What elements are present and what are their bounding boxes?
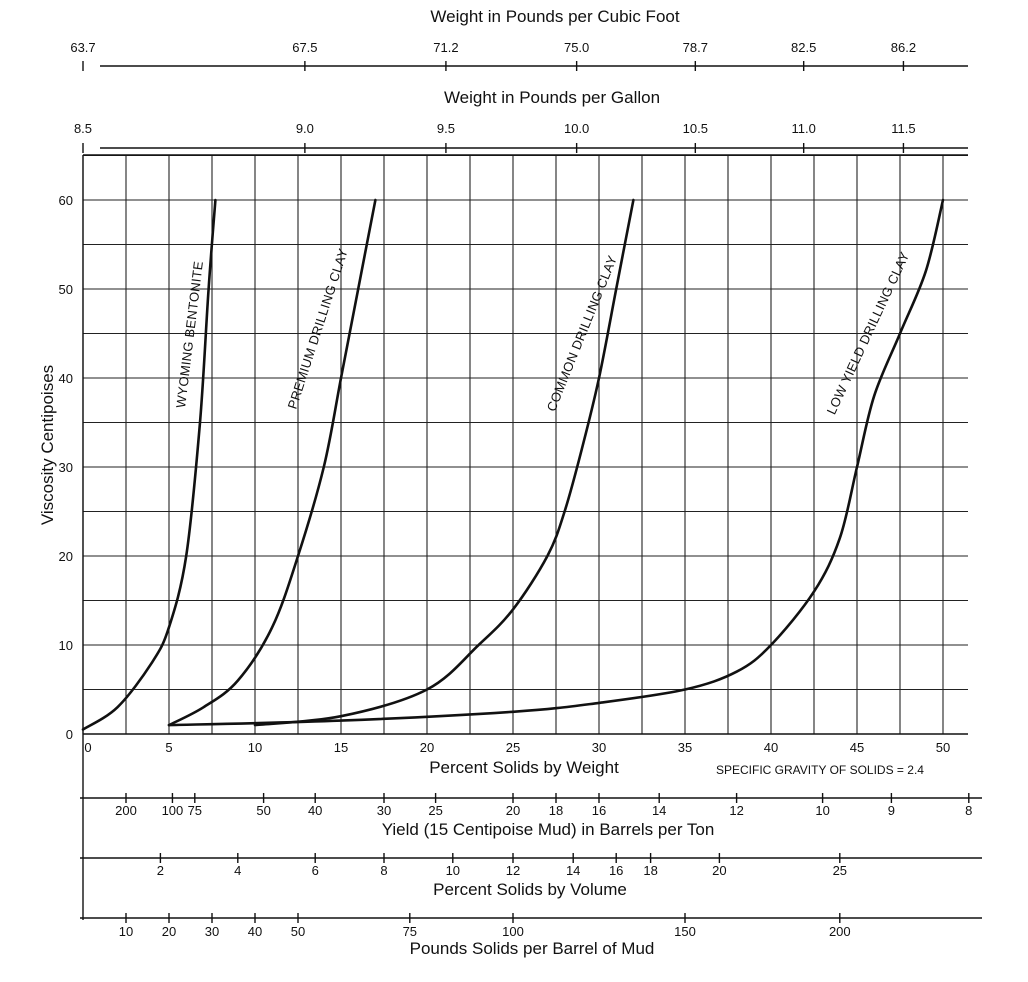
scale-pounds-per-barrel-tick-label: 150 — [674, 924, 696, 939]
scale-gallon-tick-label: 9.5 — [437, 121, 455, 136]
scale-cubic-foot-tick-label: 78.7 — [683, 40, 708, 55]
y-tick-label: 40 — [59, 371, 73, 386]
scale-yield-tick-label: 16 — [592, 803, 606, 818]
x-tick-label: 10 — [248, 740, 262, 755]
x-tick-label: 20 — [420, 740, 434, 755]
scale-cubic-foot-tick-label: 71.2 — [433, 40, 458, 55]
scale-cubic-foot-tick-label: 75.0 — [564, 40, 589, 55]
scale-yield-tick-label: 200 — [115, 803, 137, 818]
axis-title-solids-volume: Percent Solids by Volume — [433, 880, 627, 899]
scale-solids-volume-tick-label: 10 — [446, 863, 460, 878]
scale-pounds-per-barrel-tick-label: 30 — [205, 924, 219, 939]
y-tick-label: 10 — [59, 638, 73, 653]
axis-title-cubic-foot: Weight in Pounds per Cubic Foot — [430, 7, 679, 26]
specific-gravity-note: SPECIFIC GRAVITY OF SOLIDS = 2.4 — [716, 763, 924, 777]
curve-premium-drilling-clay — [167, 198, 377, 727]
scale-pounds-per-barrel-tick-label: 10 — [119, 924, 133, 939]
scale-solids-volume-tick-label: 16 — [609, 863, 623, 878]
scale-gallon-tick-label: 10.0 — [564, 121, 589, 136]
scale-pounds-per-barrel-tick-label: 100 — [502, 924, 524, 939]
scale-pounds-per-barrel-tick-label: 75 — [403, 924, 417, 939]
y-tick-label: 20 — [59, 549, 73, 564]
scale-yield-tick-label: 9 — [888, 803, 895, 818]
y-tick-label: 0 — [66, 727, 73, 742]
y-tick-label: 30 — [59, 460, 73, 475]
y-axis-title: Viscosity Centipoises — [38, 365, 57, 525]
scale-solids-volume-tick-label: 14 — [566, 863, 580, 878]
scale-cubic-foot-tick-label: 86.2 — [891, 40, 916, 55]
x-tick-label: 0 — [84, 740, 91, 755]
axis-title-gallon: Weight in Pounds per Gallon — [444, 88, 660, 107]
axis-title-yield: Yield (15 Centipoise Mud) in Barrels per… — [382, 820, 715, 839]
grid-layer: 0 10 20 30 40 50 60 0 5 10 15 20 25 30 35 40 45 50 — [59, 154, 968, 920]
scale-yield-tick-label: 18 — [549, 803, 563, 818]
curve-layer — [81, 198, 945, 731]
scale-yield-tick-label: 100 — [162, 803, 184, 818]
scale-cubic-foot-tick-label: 67.5 — [292, 40, 317, 55]
curve-wyoming-bentonite — [81, 198, 217, 731]
scale-pounds-per-barrel-tick-label: 40 — [248, 924, 262, 939]
scale-yield-tick-label: 30 — [377, 803, 391, 818]
label-wyoming-bentonite: WYOMING BENTONITE — [173, 260, 206, 409]
scale-pounds-per-barrel-tick-label: 50 — [291, 924, 305, 939]
scale-gallon-tick-label: 11.5 — [891, 121, 915, 136]
scale-yield-tick-label: 75 — [188, 803, 202, 818]
x-tick-label: 15 — [334, 740, 348, 755]
axis-title-pounds-per-barrel: Pounds Solids per Barrel of Mud — [410, 939, 655, 958]
scale-pounds-per-barrel-tick-label: 200 — [829, 924, 851, 939]
bottom-axes-layer: 200 100 75 50 40 30 25 20 18 16 14 12 10 9 8 2 4 6 8 10 12 14… — [80, 793, 982, 939]
x-tick-label: 45 — [850, 740, 864, 755]
scale-solids-volume-tick-label: 4 — [234, 863, 241, 878]
scale-yield-tick-label: 50 — [256, 803, 270, 818]
scale-yield-tick-label: 25 — [428, 803, 442, 818]
y-tick-label: 50 — [59, 282, 73, 297]
scale-yield-tick-label: 8 — [965, 803, 972, 818]
x-tick-label: 25 — [506, 740, 520, 755]
scale-gallon-tick-label: 8.5 — [74, 121, 92, 136]
curve-low-yield-drilling-clay — [167, 198, 945, 727]
scale-gallon-tick-label: 11.0 — [792, 121, 816, 136]
scale-solids-volume-tick-label: 8 — [380, 863, 387, 878]
scale-solids-volume-tick-label: 6 — [312, 863, 319, 878]
scale-yield-tick-label: 14 — [652, 803, 666, 818]
curve-label-layer: WYOMING BENTONITE PREMIUM DRILLING CLAY CO… — [173, 246, 912, 416]
x-tick-label: 40 — [764, 740, 778, 755]
x-axis-title: Percent Solids by Weight — [429, 758, 619, 777]
x-tick-label: 50 — [936, 740, 950, 755]
scale-yield-tick-label: 40 — [308, 803, 322, 818]
y-tick-label: 60 — [59, 193, 73, 208]
scale-gallon-tick-label: 9.0 — [296, 121, 314, 136]
scale-cubic-foot-tick-label: 82.5 — [791, 40, 816, 55]
scale-solids-volume-tick-label: 2 — [157, 863, 164, 878]
scale-yield-tick-label: 12 — [729, 803, 743, 818]
x-tick-label: 5 — [165, 740, 172, 755]
scale-yield-tick-label: 10 — [815, 803, 829, 818]
scale-solids-volume-tick-label: 20 — [712, 863, 726, 878]
scale-gallon-tick-label: 10.5 — [683, 121, 708, 136]
scale-cubic-foot-tick-label: 63.7 — [70, 40, 95, 55]
curve-common-drilling-clay — [253, 198, 635, 727]
scale-solids-volume-tick-label: 12 — [506, 863, 520, 878]
scale-yield-tick-label: 20 — [506, 803, 520, 818]
scale-solids-volume-tick-label: 25 — [833, 863, 847, 878]
scale-pounds-per-barrel-tick-label: 20 — [162, 924, 176, 939]
x-tick-label: 30 — [592, 740, 606, 755]
scale-solids-volume-tick-label: 18 — [643, 863, 657, 878]
x-tick-label: 35 — [678, 740, 692, 755]
top-axes-layer: 63.7 67.5 71.2 75.0 78.7 82.5 86.2 8.5 9.0 9.5 10.… — [70, 40, 968, 153]
